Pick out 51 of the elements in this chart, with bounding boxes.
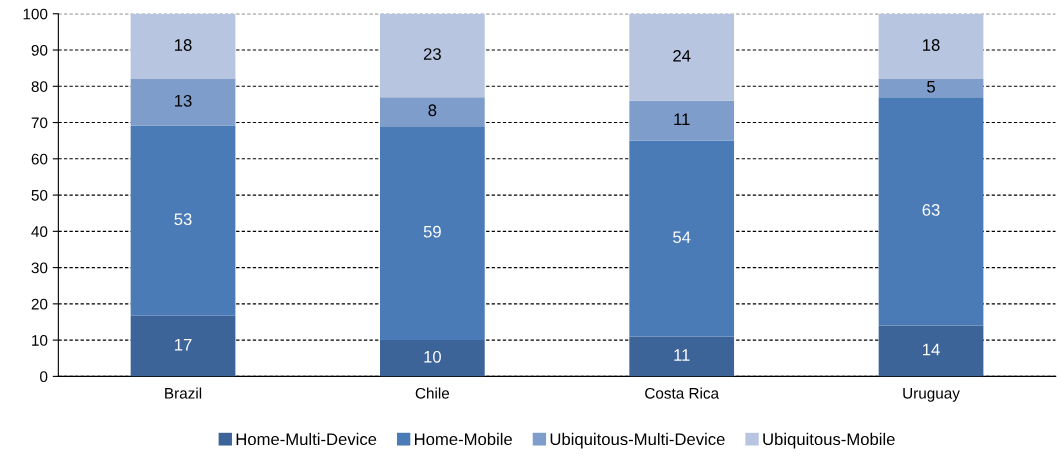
- y-tick-label: 40: [31, 226, 48, 238]
- y-tick-label: 50: [31, 189, 48, 201]
- data-label: 8: [428, 104, 437, 117]
- y-tick-label: 90: [31, 44, 48, 56]
- y-tick-label: 0: [40, 371, 48, 383]
- data-label: 11: [674, 113, 690, 126]
- data-label: 10: [424, 350, 441, 363]
- bar: [629, 100, 735, 141]
- y-tick-label: 60: [31, 153, 48, 165]
- bar: [878, 79, 984, 98]
- bar: [380, 13, 485, 98]
- data-label: 14: [923, 343, 940, 356]
- bar: [380, 340, 485, 377]
- legend-label: Home-Mobile: [415, 432, 512, 446]
- bar: [878, 97, 984, 326]
- bar: [878, 13, 984, 80]
- y-tick-label: 20: [31, 298, 48, 310]
- x-tick-label: Uruguay: [903, 388, 960, 402]
- data-label: 18: [175, 39, 192, 51]
- x-tick-label: Costa Rica: [645, 387, 720, 399]
- data-label: 24: [673, 49, 691, 62]
- bar: [130, 125, 236, 316]
- x-tick-label: Chile: [415, 387, 450, 399]
- bar: [629, 13, 735, 101]
- legend-label: Home-Multi-Device: [236, 432, 377, 446]
- y-tick-label: 100: [23, 8, 48, 20]
- bar: [629, 336, 735, 377]
- y-tick-label: 80: [31, 81, 48, 92]
- data-label: 63: [922, 204, 940, 216]
- bar: [380, 97, 485, 127]
- y-tick-label: 30: [31, 262, 48, 274]
- bar: [130, 13, 236, 80]
- data-label: 17: [175, 338, 192, 351]
- data-label: 18: [923, 39, 940, 51]
- y-tick-label: 10: [32, 334, 48, 346]
- data-label: 11: [674, 349, 690, 361]
- bar: [878, 325, 984, 377]
- data-label: 23: [423, 48, 441, 60]
- bar: [629, 140, 735, 337]
- bar: [130, 79, 236, 126]
- data-label: 59: [423, 225, 441, 238]
- data-label: 13: [175, 94, 192, 107]
- y-tick-label: 70: [31, 117, 48, 129]
- x-tick-label: Brazil: [165, 387, 202, 399]
- bar: [130, 315, 236, 377]
- bar: [380, 126, 485, 341]
- data-label: 53: [174, 213, 192, 226]
- data-label: 54: [673, 231, 691, 244]
- legend-label: Ubiquitous-Multi-Device: [550, 432, 725, 449]
- data-label: 5: [927, 80, 935, 93]
- legend-label: Ubiquitous-Mobile: [763, 432, 895, 449]
